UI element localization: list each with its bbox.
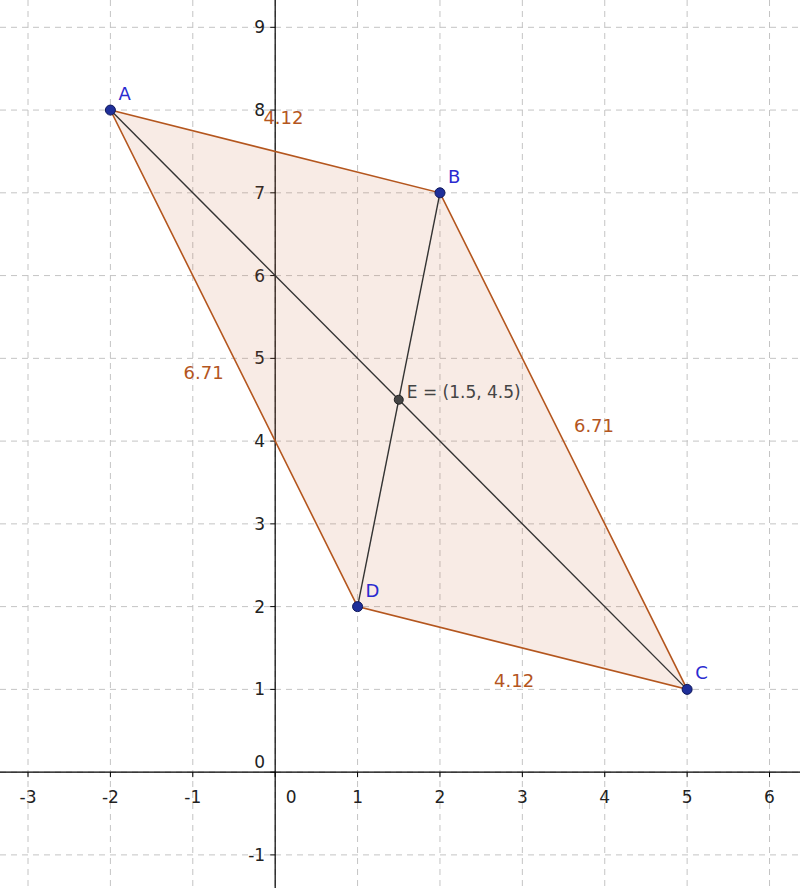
y-tick-label: 1 — [254, 679, 265, 699]
grid-line — [769, 0, 770, 888]
x-axis — [0, 772, 800, 773]
diagonal — [110, 110, 687, 689]
grid-line — [28, 0, 29, 888]
x-tick-label: 6 — [764, 787, 775, 807]
y-tick-label: 3 — [254, 514, 265, 534]
tick — [357, 772, 358, 777]
plot-area — [105, 105, 692, 694]
tick — [270, 523, 275, 524]
x-tick-label: 4 — [599, 787, 610, 807]
chart: -3-2-10123456-10123456789E = (1.5, 4.5)A… — [0, 0, 800, 888]
y-tick-label: 0 — [254, 752, 265, 772]
y-tick-label: 4 — [254, 431, 265, 451]
vertex — [353, 602, 363, 612]
x-tick-label: 1 — [352, 787, 363, 807]
grid-line — [0, 110, 800, 111]
vertex — [682, 684, 692, 694]
tick — [769, 772, 770, 777]
side-length-label: 6.71 — [574, 415, 614, 436]
side-length-label: 4.12 — [263, 107, 303, 128]
vertex-label: C — [695, 662, 708, 683]
y-tick-label: -1 — [248, 845, 265, 865]
x-tick-label: 0 — [286, 787, 297, 807]
vertex-label: B — [448, 166, 460, 187]
center-label: E = (1.5, 4.5) — [407, 382, 521, 402]
x-tick-label: 5 — [682, 787, 693, 807]
tick — [192, 772, 193, 777]
vertex — [105, 105, 115, 115]
grid-line — [0, 689, 800, 690]
x-tick-label: -2 — [102, 787, 119, 807]
x-tick-label: 2 — [435, 787, 446, 807]
grid-line — [275, 0, 276, 888]
parallelogram — [110, 110, 687, 689]
tick — [270, 606, 275, 607]
tick — [687, 772, 688, 777]
grid-line — [604, 0, 605, 888]
tick — [439, 772, 440, 777]
tick — [270, 27, 275, 28]
tick — [110, 772, 111, 777]
grid-line — [0, 27, 800, 28]
tick — [270, 772, 275, 773]
center-point — [394, 395, 403, 404]
y-axis — [275, 0, 276, 888]
tick — [270, 689, 275, 690]
tick — [275, 772, 276, 777]
tick — [604, 772, 605, 777]
side-length-label: 4.12 — [494, 670, 534, 691]
vertex-label: D — [366, 580, 380, 601]
grid — [0, 0, 800, 888]
vertex — [435, 188, 445, 198]
tick — [270, 854, 275, 855]
y-tick-label: 2 — [254, 597, 265, 617]
grid-line — [0, 772, 800, 773]
y-tick-label: 9 — [254, 17, 265, 37]
grid-line — [110, 0, 111, 888]
grid-line — [0, 854, 800, 855]
x-tick-label: -1 — [184, 787, 201, 807]
x-tick-label: -3 — [20, 787, 37, 807]
grid-line — [687, 0, 688, 888]
x-tick-label: 3 — [517, 787, 528, 807]
side-length-label: 6.71 — [184, 362, 224, 383]
tick — [28, 772, 29, 777]
tick — [522, 772, 523, 777]
vertex-label: A — [118, 83, 131, 104]
